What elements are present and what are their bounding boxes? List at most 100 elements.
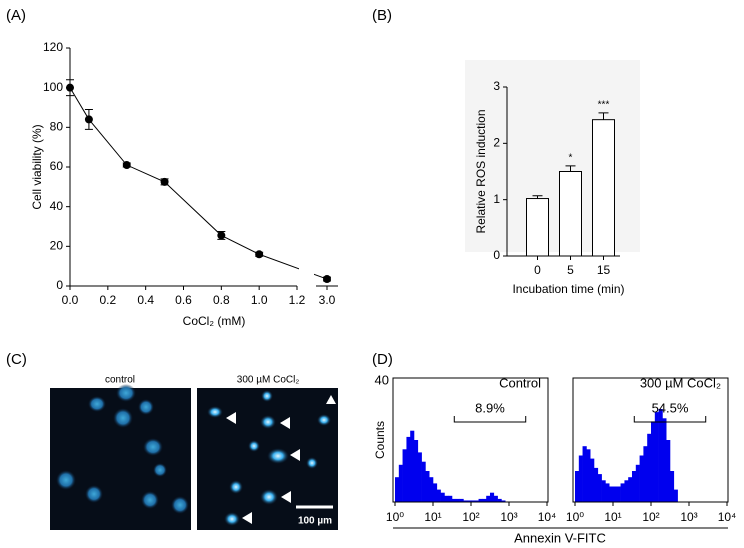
histogram-bar (601, 480, 606, 502)
histogram-bar (459, 498, 464, 502)
histogram-bar (410, 430, 415, 502)
x-tick-label: 5 (567, 263, 574, 277)
x-tick-label: 10² (462, 510, 479, 524)
bar (559, 171, 582, 257)
x-tick-label: 0.6 (175, 293, 192, 307)
x-tick-label: 1.2 (289, 293, 306, 307)
x-tick-label: 10¹ (424, 510, 441, 524)
histogram-bar (425, 471, 430, 502)
histogram-bar (673, 489, 678, 502)
y-tick-label: 40 (50, 199, 64, 213)
histogram-bar (635, 464, 640, 502)
histogram-bar (613, 486, 618, 502)
histogram-bar (471, 500, 476, 502)
histogram-bar (578, 455, 583, 502)
histogram-bar (440, 492, 445, 502)
y-tick-label: 3 (493, 79, 500, 93)
histogram-bar (398, 464, 403, 502)
x-tick-label: 10⁰ (386, 510, 404, 524)
histogram-bar (421, 461, 426, 502)
panel-label: (C) (6, 351, 27, 368)
x-tick-label: 10¹ (604, 510, 621, 524)
x-tick-label: 0.4 (137, 293, 154, 307)
panel-label: (D) (372, 351, 393, 368)
y-tick-label: 60 (50, 159, 64, 173)
histogram-bar (616, 486, 621, 502)
histogram-title: Control (499, 375, 541, 390)
y-tick-label: 0 (56, 278, 63, 292)
error-bar (565, 165, 576, 172)
histogram-bar (582, 446, 587, 502)
y-axis-label: Relative ROS induction (474, 109, 488, 233)
bar (592, 119, 615, 257)
significance-label: * (569, 153, 573, 164)
histogram-bar (493, 495, 498, 502)
histogram-bar (651, 421, 656, 502)
x-tick-label: 10⁴ (718, 510, 737, 524)
x-tick-label: 10² (642, 510, 659, 524)
histogram-bar (575, 471, 580, 502)
histogram-bar (590, 458, 595, 502)
scale-bar-label: 100 µm (298, 516, 332, 527)
x-tick-label: 10³ (500, 510, 517, 524)
panel-label: (A) (6, 7, 26, 24)
histogram-bar (586, 449, 591, 502)
x-tick-label: 10³ (680, 510, 697, 524)
histogram-bar (609, 486, 614, 502)
histogram-bar (402, 449, 407, 502)
histogram-bar (647, 433, 652, 502)
panel-label: (B) (372, 7, 392, 24)
x-tick-label: 0.8 (213, 293, 230, 307)
histogram-bar (639, 455, 644, 502)
histogram-bar (467, 500, 472, 502)
gate-marker (633, 416, 707, 423)
histogram-bar (497, 498, 502, 502)
y-tick-label: 100 (43, 80, 63, 94)
arrowheads (226, 395, 336, 524)
y-axis-label: Cell viability (%) (30, 124, 44, 209)
data-point (84, 115, 93, 124)
image-title: control (105, 375, 135, 386)
histogram-bar (628, 477, 633, 502)
histogram-bar (624, 480, 629, 502)
bar (526, 198, 549, 257)
histogram-bar (482, 498, 487, 502)
error-bar (598, 112, 609, 120)
significance-label: *** (598, 100, 610, 111)
y-tick-label: 1 (493, 192, 500, 206)
y-tick-label: 2 (493, 136, 500, 150)
histogram-bar (597, 474, 602, 502)
microscopy-panel: control 300 µM CoCl₂ 100 µm (50, 375, 338, 530)
data-point (255, 250, 264, 259)
histogram-bar (406, 436, 411, 502)
x-tick-label: 10⁴ (538, 510, 557, 524)
x-tick-label: 0.0 (62, 293, 79, 307)
histogram-bar (417, 452, 422, 502)
nuclei (56, 384, 189, 514)
data-point (122, 161, 131, 170)
histogram-bar (474, 500, 479, 502)
histogram-bar (654, 412, 659, 502)
y-tick-label: 20 (50, 239, 64, 253)
histogram-bar (429, 477, 434, 502)
x-tick-label: 1.0 (251, 293, 268, 307)
x-tick-label: 0 (534, 263, 541, 277)
gate-label: 54.5% (652, 400, 689, 415)
histogram-bar (436, 489, 441, 502)
gate-marker (453, 416, 527, 423)
histogram-bar (620, 483, 625, 502)
histogram-bar (501, 500, 506, 502)
y-tick-label: 120 (43, 40, 63, 54)
data-point (217, 231, 226, 240)
x-tick-label: 15 (597, 263, 611, 277)
x-tick-label: 0.2 (99, 293, 116, 307)
nuclei (207, 390, 331, 526)
histogram-bar (463, 500, 468, 502)
histogram-bar (413, 440, 419, 502)
y-axis-label: Counts (373, 421, 387, 459)
histogram-bar (486, 495, 491, 502)
histogram-bar (489, 492, 495, 502)
histogram-bar (455, 498, 460, 502)
histogram-bar (451, 498, 457, 502)
